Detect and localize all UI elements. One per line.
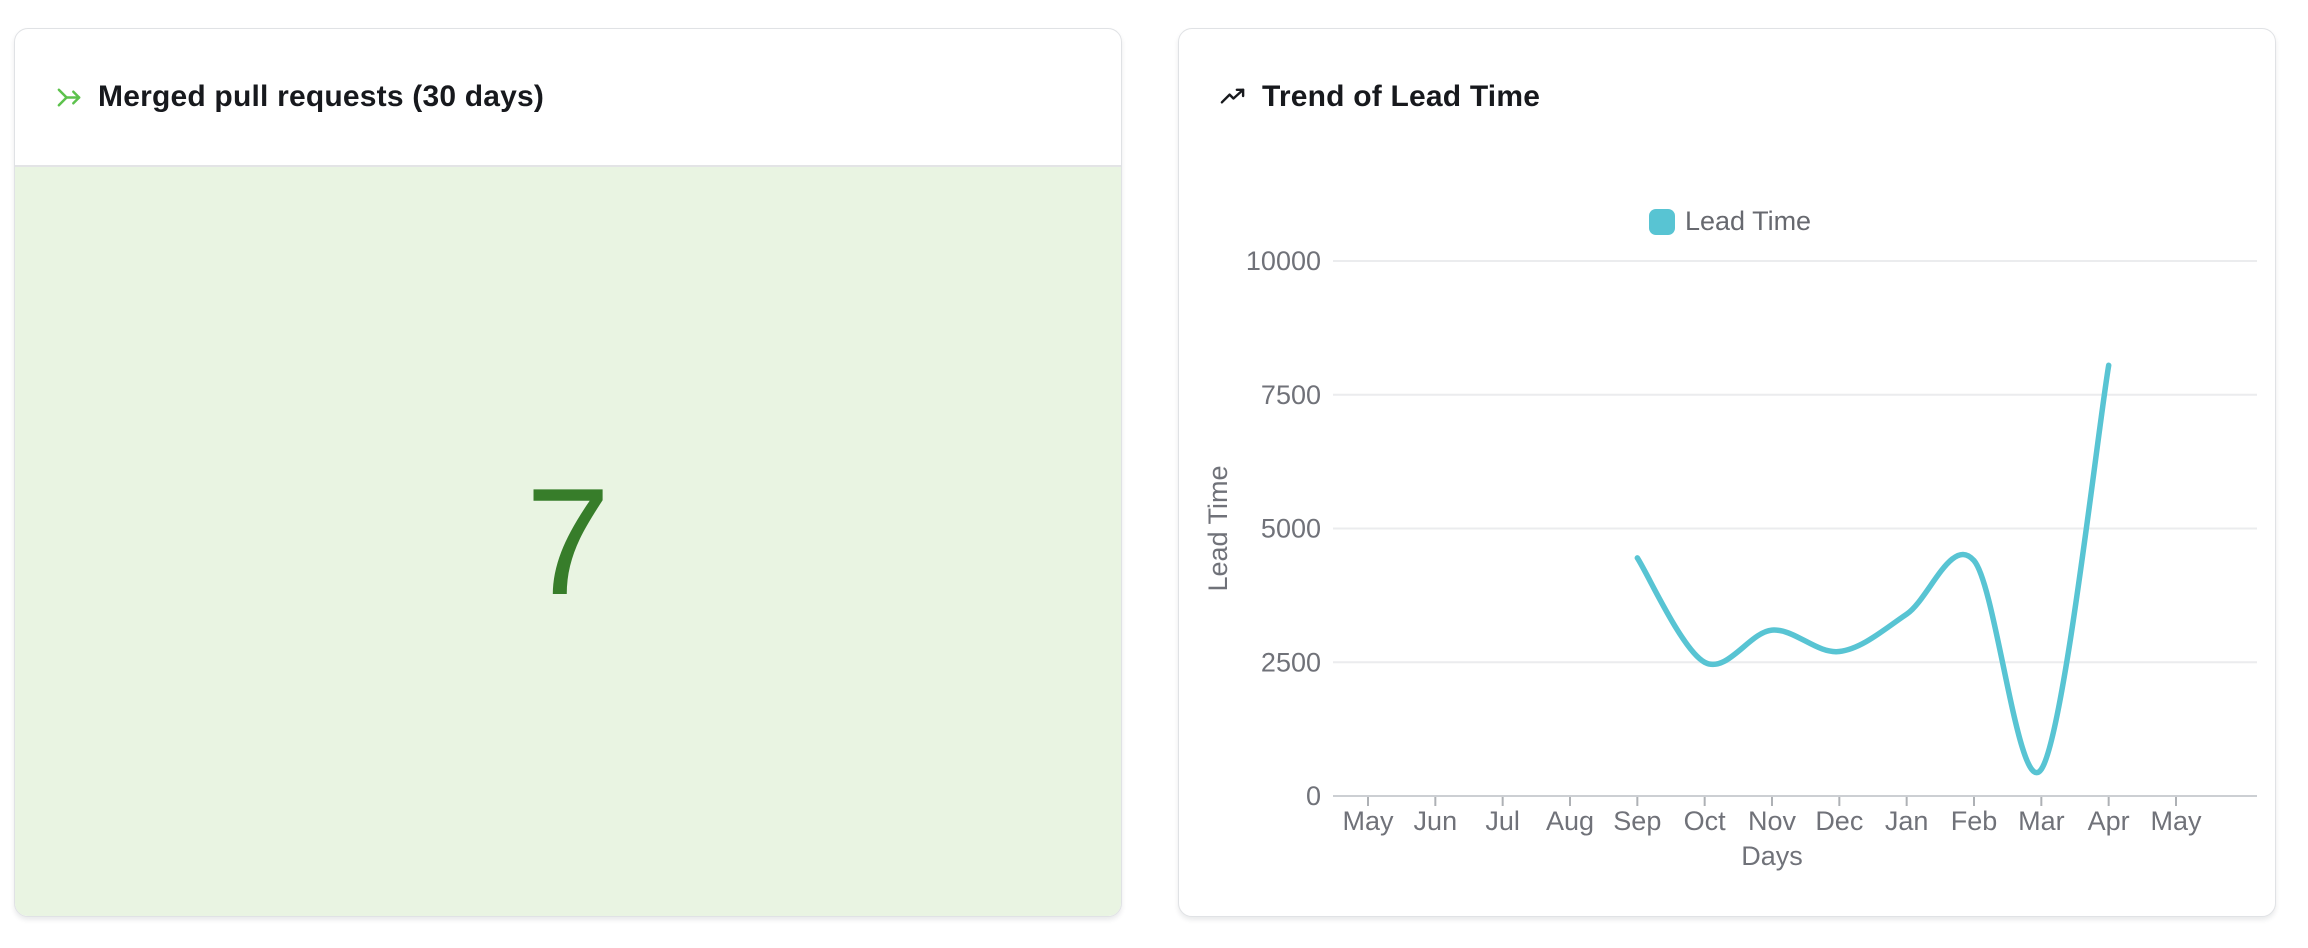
x-tick-label: Nov (1748, 806, 1797, 836)
legend-label: Lead Time (1685, 206, 1811, 236)
legend-lead-time[interactable]: Lead Time (1649, 206, 1811, 236)
y-tick-label: 0 (1306, 781, 1321, 811)
merged-pull-requests-value: 7 (525, 456, 611, 627)
lead-time-series-line (1634, 362, 2112, 776)
y-tick-label: 5000 (1261, 514, 1321, 544)
legend-swatch (1649, 209, 1675, 235)
y-tick-label: 2500 (1261, 647, 1321, 677)
x-tick-label: Mar (2018, 806, 2065, 836)
x-tick-label: Jun (1414, 806, 1458, 836)
x-tick-label: Dec (1815, 806, 1863, 836)
y-axis-name: Lead Time (1203, 465, 1233, 591)
trending-up-icon (1219, 84, 1246, 111)
x-tick-label: Aug (1546, 806, 1594, 836)
lead-time-chart-area: 0 2500 5000 7500 10000 May Jun Jul Aug Sep Oct Nov D… (1179, 179, 2277, 889)
git-merge-arrow-icon (55, 84, 82, 111)
x-tick-label: Jul (1485, 806, 1520, 836)
lead-time-trend-header: Trend of Lead Time (1179, 29, 2275, 165)
merged-pull-requests-body: 7 (15, 165, 1121, 916)
x-tick-label: Feb (1951, 806, 1998, 836)
merged-pull-requests-title: Merged pull requests (30 days) (98, 80, 545, 113)
merged-pull-requests-card: Merged pull requests (30 days) 7 (14, 28, 1122, 917)
x-axis-name: Days (1741, 841, 1803, 871)
x-tick-label: May (1342, 806, 1394, 836)
lead-time-trend-title: Trend of Lead Time (1262, 80, 1541, 113)
lead-time-trend-card: Trend of Lead Time 0 2500 5000 7500 10000 May… (1178, 28, 2276, 917)
lead-time-chart-svg[interactable]: 0 2500 5000 7500 10000 May Jun Jul Aug Sep Oct Nov D… (1179, 179, 2277, 889)
x-tick-label: Sep (1613, 806, 1661, 836)
x-tick-label: Apr (2088, 806, 2130, 836)
x-tick-label: Oct (1684, 806, 1727, 836)
merged-pull-requests-header: Merged pull requests (30 days) (15, 29, 1121, 165)
y-tick-label: 10000 (1246, 246, 1321, 276)
y-tick-label: 7500 (1261, 380, 1321, 410)
x-tick-label: May (2150, 806, 2202, 836)
x-tick-label: Jan (1885, 806, 1929, 836)
